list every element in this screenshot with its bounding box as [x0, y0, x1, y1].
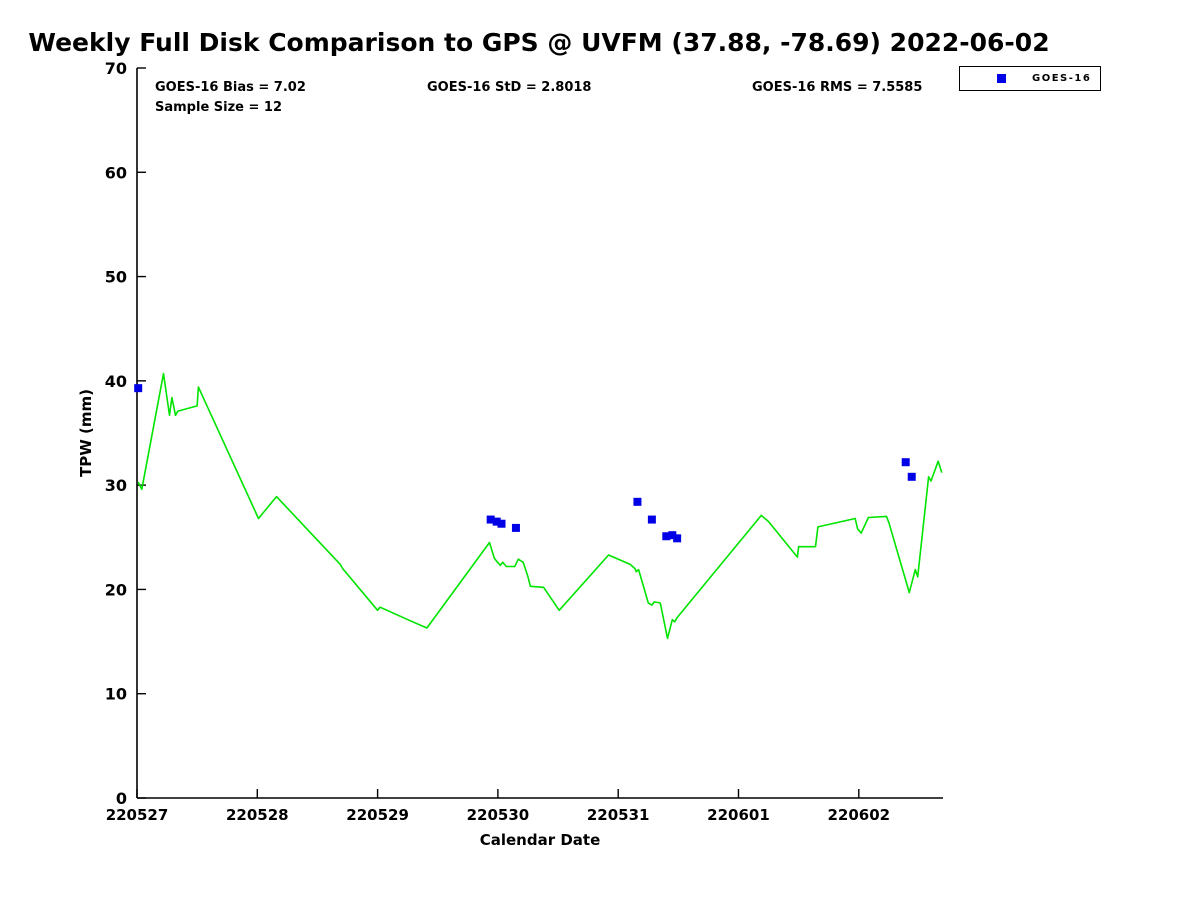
goes16-data-marker [647, 515, 656, 524]
goes16-data-marker [486, 515, 495, 524]
goes16-data-marker [497, 519, 506, 528]
y-tick-label: 50 [105, 268, 127, 287]
goes16-data-marker [673, 534, 682, 543]
x-tick-label: 220527 [106, 806, 169, 824]
x-tick-label: 220602 [827, 806, 890, 824]
goes16-data-marker [907, 472, 916, 481]
y-tick-label: 70 [105, 59, 127, 78]
goes16-data-marker [511, 523, 520, 532]
goes16-data-marker [492, 517, 501, 526]
goes16-data-marker [901, 458, 910, 467]
goes16-data-marker [633, 497, 642, 506]
stat-rms-text: GOES-16 RMS = 7.5585 [752, 80, 923, 95]
legend-goes16-marker-icon [997, 74, 1006, 83]
y-tick-label: 0 [116, 789, 127, 808]
goes16-data-marker [662, 532, 671, 541]
y-tick-label: 20 [105, 580, 127, 599]
stat-std-text: GOES-16 StD = 2.8018 [427, 80, 592, 95]
gps-line [137, 372, 943, 640]
x-tick-label: 220531 [587, 806, 650, 824]
x-tick-label: 220528 [226, 806, 289, 824]
x-tick-label: 220601 [707, 806, 770, 824]
x-axis-label: Calendar Date [479, 831, 601, 849]
stat-bias-text: GOES-16 Bias = 7.02 [155, 80, 306, 95]
x-tick-label: 220529 [346, 806, 409, 824]
y-tick-label: 40 [105, 372, 127, 391]
chart-title: Weekly Full Disk Comparison to GPS @ UVF… [28, 28, 1050, 57]
legend-box: GOES-16 [959, 66, 1101, 91]
y-tick-label: 10 [105, 685, 127, 704]
goes16-data-marker [134, 384, 143, 393]
y-tick-label: 60 [105, 163, 127, 182]
x-tick-label: 220530 [467, 806, 530, 824]
stat-sample-size-text: Sample Size = 12 [155, 100, 283, 115]
goes16-data-marker [668, 531, 677, 540]
legend-goes16-label: GOES-16 [1032, 73, 1092, 84]
y-tick-label: 30 [105, 476, 127, 495]
